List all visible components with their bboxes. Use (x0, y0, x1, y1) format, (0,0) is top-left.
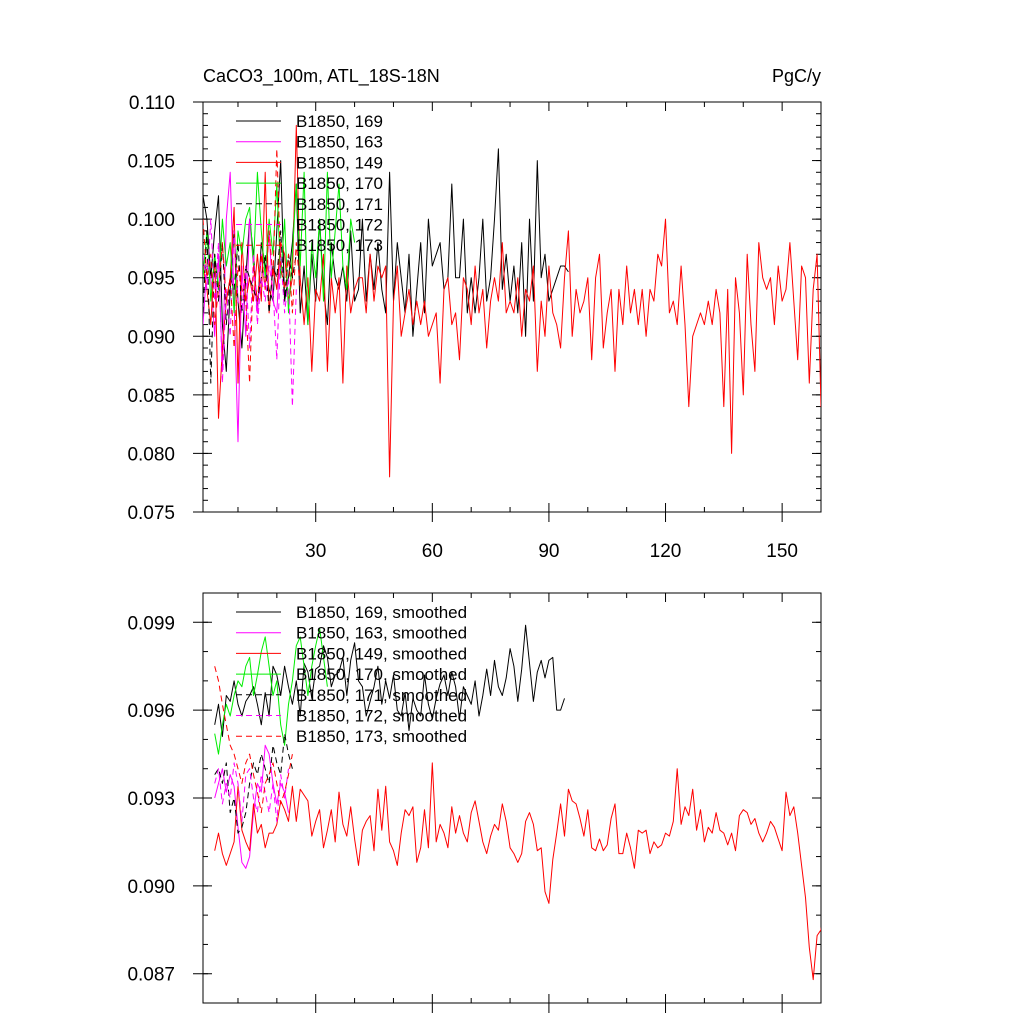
series-line (203, 124, 821, 478)
legend-label: B1850, 149, smoothed (296, 644, 467, 663)
chart-title: CaCO3_100m, ATL_18S-18N (203, 66, 440, 87)
series-line (214, 666, 293, 814)
series-line (203, 148, 301, 384)
x-tick-label: 90 (538, 541, 559, 562)
y-tick-label: 0.105 (127, 152, 175, 173)
series-line (214, 762, 289, 822)
legend-label: B1850, 163 (296, 133, 383, 152)
legend-label: B1850, 170, smoothed (296, 665, 467, 684)
y-tick-label: 0.110 (129, 93, 175, 114)
legend-label: B1850, 171, smoothed (296, 686, 467, 705)
legend-label: B1850, 170 (296, 174, 383, 193)
y-tick-label: 0.099 (127, 613, 175, 634)
legend-label: B1850, 149 (296, 153, 383, 172)
top-panel: 30 60 90 120 150 0.075 0.080 0.085 0.090 0.095 0.1… (127, 93, 822, 562)
legend-label: B1850, 169, smoothed (296, 603, 467, 622)
y-tick-label: 0.100 (127, 210, 175, 231)
y-tick-label: 0.087 (127, 965, 175, 986)
series-line (214, 733, 293, 834)
y-tick-label: 0.095 (127, 269, 175, 290)
series-line (214, 624, 565, 737)
legend-label: B1850, 172 (296, 216, 383, 235)
series-line (203, 230, 297, 384)
legend-label: B1850, 169 (296, 112, 383, 131)
y-tick-label: 0.096 (127, 701, 175, 722)
y-tick-label: 0.085 (127, 386, 175, 407)
series-line (203, 171, 356, 326)
bottom-panel: 0.087 0.090 0.093 0.096 0.099 B1850, 169, smo… (127, 592, 822, 1013)
legend-label: B1850, 172, smoothed (296, 707, 467, 726)
y-tick-label: 0.093 (127, 789, 175, 810)
x-tick-label: 60 (422, 541, 443, 562)
chart-unit: PgC/y (772, 66, 821, 86)
y-tick-label: 0.090 (127, 327, 175, 348)
x-tick-label: 150 (766, 541, 798, 562)
x-tick-label: 30 (305, 541, 326, 562)
series-group (214, 624, 821, 981)
x-tick-label: 120 (650, 541, 682, 562)
series-line (214, 627, 328, 755)
legend-label: B1850, 163, smoothed (296, 624, 467, 643)
legend-label: B1850, 173 (296, 236, 383, 255)
series-line (214, 762, 821, 981)
series-group (203, 124, 821, 478)
legend-label: B1850, 173, smoothed (296, 727, 467, 746)
legend-label: B1850, 171 (296, 195, 383, 214)
y-tick-label: 0.075 (127, 503, 175, 524)
series-line (214, 744, 289, 869)
y-tick-label: 0.080 (127, 444, 175, 465)
y-tick-label: 0.090 (127, 877, 175, 898)
